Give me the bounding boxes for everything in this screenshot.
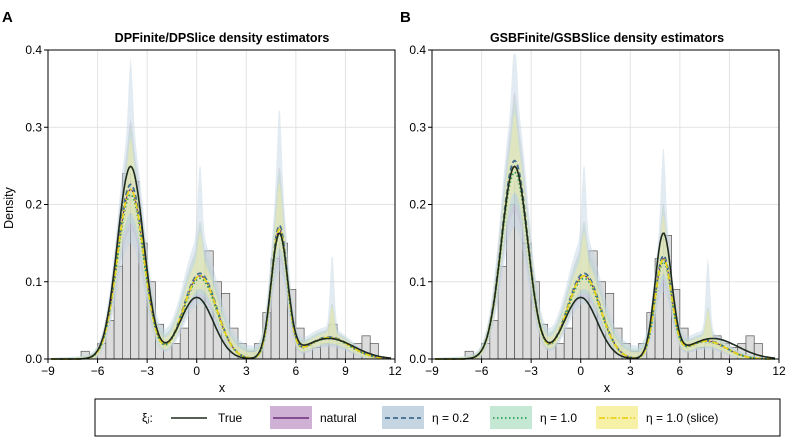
- panel-b-x-tick-label: 0: [577, 364, 584, 378]
- legend-frame: [94, 398, 781, 437]
- panel-b-true-density: [435, 165, 776, 360]
- panel-a-title: DPFinite/DPSlice density estimators: [115, 31, 330, 45]
- panel-a-y-tick-label: 0.2: [25, 198, 42, 212]
- panel-b-y-tick-label: 0.4: [409, 43, 426, 57]
- panel-a-true-density: [51, 165, 392, 360]
- legend-swatch-4: [596, 406, 638, 429]
- legend-label-2: η = 0.2: [432, 411, 469, 425]
- panel-b-hist-bar: [555, 343, 565, 360]
- legend-label-3: η = 1.0: [540, 411, 577, 425]
- panel-b-x-tick-label: −9: [425, 364, 439, 378]
- panel-b-band-dotted: [435, 98, 775, 359]
- panel-b-x-axis-label: x: [604, 381, 611, 395]
- panel-a-band-dashdot: [51, 138, 392, 359]
- panel-a-x-tick-label: 6: [293, 364, 300, 378]
- panel-b-title: GSBFinite/GSBSlice density estimators: [490, 31, 724, 45]
- legend-title: ξⱼ:: [142, 411, 153, 425]
- panel-b-band-solid: [435, 91, 775, 359]
- panel-a-y-tick-label: 0.1: [25, 275, 42, 289]
- legend-entries: True natural η = 0.2 η = 1.0 η = 1.0 (slice): [171, 406, 718, 429]
- panel-a-x-tick-label: 3: [243, 364, 250, 378]
- panel-b-x-tick-label: 12: [772, 364, 786, 378]
- panel-b-x-tick-label: −6: [475, 364, 489, 378]
- panel-a-band-dashed: [51, 57, 392, 359]
- legend-label-4: η = 1.0 (slice): [646, 411, 718, 425]
- panel-a-x-tick-label: −3: [140, 364, 154, 378]
- panel-b-x-tick-label: 9: [726, 364, 733, 378]
- y-axis-label: Density: [2, 186, 16, 228]
- panel-a-y-tick-label: 0.3: [25, 120, 42, 134]
- panel-a-x-tick-label: −6: [91, 364, 105, 378]
- panel-b-x-tick-label: −3: [524, 364, 538, 378]
- panel-b-y-tick-label: 0.2: [409, 198, 426, 212]
- panel-a-x-tick-label: 0: [193, 364, 200, 378]
- legend-label-1: natural: [320, 411, 357, 425]
- panel-b-band-dashed: [435, 53, 775, 360]
- panel-b-y-tick-label: 0.3: [409, 120, 426, 134]
- panel-b-plot-area: −9 −6 −3 0 3 6 9 12 0.0 0.1 0.2 0.3 0.4: [409, 43, 786, 378]
- legend: ξⱼ: True natural η = 0.2 η = 1.0 η = 1.0 (sl…: [94, 398, 781, 437]
- panel-a-x-tick-label: 9: [342, 364, 349, 378]
- panel-a-x-tick-label: 12: [388, 364, 402, 378]
- panel-a-x-axis-label: x: [219, 381, 226, 395]
- panel-a-curve-4: [51, 188, 392, 360]
- panel-b-y-tick-label: 0.0: [409, 352, 426, 366]
- legend-swatch-3: [490, 406, 532, 429]
- panel-a-plot-area: −9 −6 −3 0 3 6 9 12 0.0 0.1 0.2 0.3 0.4: [25, 43, 402, 378]
- panel-b: B GSBFinite/GSBSlice density estimators …: [400, 9, 786, 395]
- panel-a-hist-bar: [179, 327, 189, 360]
- legend-label-0: True: [218, 411, 243, 425]
- panel-a-hist-bar: [171, 343, 181, 360]
- panel-a: A DPFinite/DPSlice density estimators De…: [2, 9, 402, 395]
- panel-letter-a: A: [2, 9, 13, 26]
- panel-a-y-tick-label: 0.0: [25, 352, 42, 366]
- panel-a-y-tick-label: 0.4: [25, 43, 42, 57]
- panel-b-y-tick-label: 0.1: [409, 275, 426, 289]
- panel-b-x-tick-label: 3: [627, 364, 634, 378]
- panel-letter-b: B: [400, 9, 411, 26]
- panel-b-x-tick-label: 6: [677, 364, 684, 378]
- panel-a-x-tick-label: −9: [41, 364, 55, 378]
- panel-b-hist-bar: [563, 327, 573, 360]
